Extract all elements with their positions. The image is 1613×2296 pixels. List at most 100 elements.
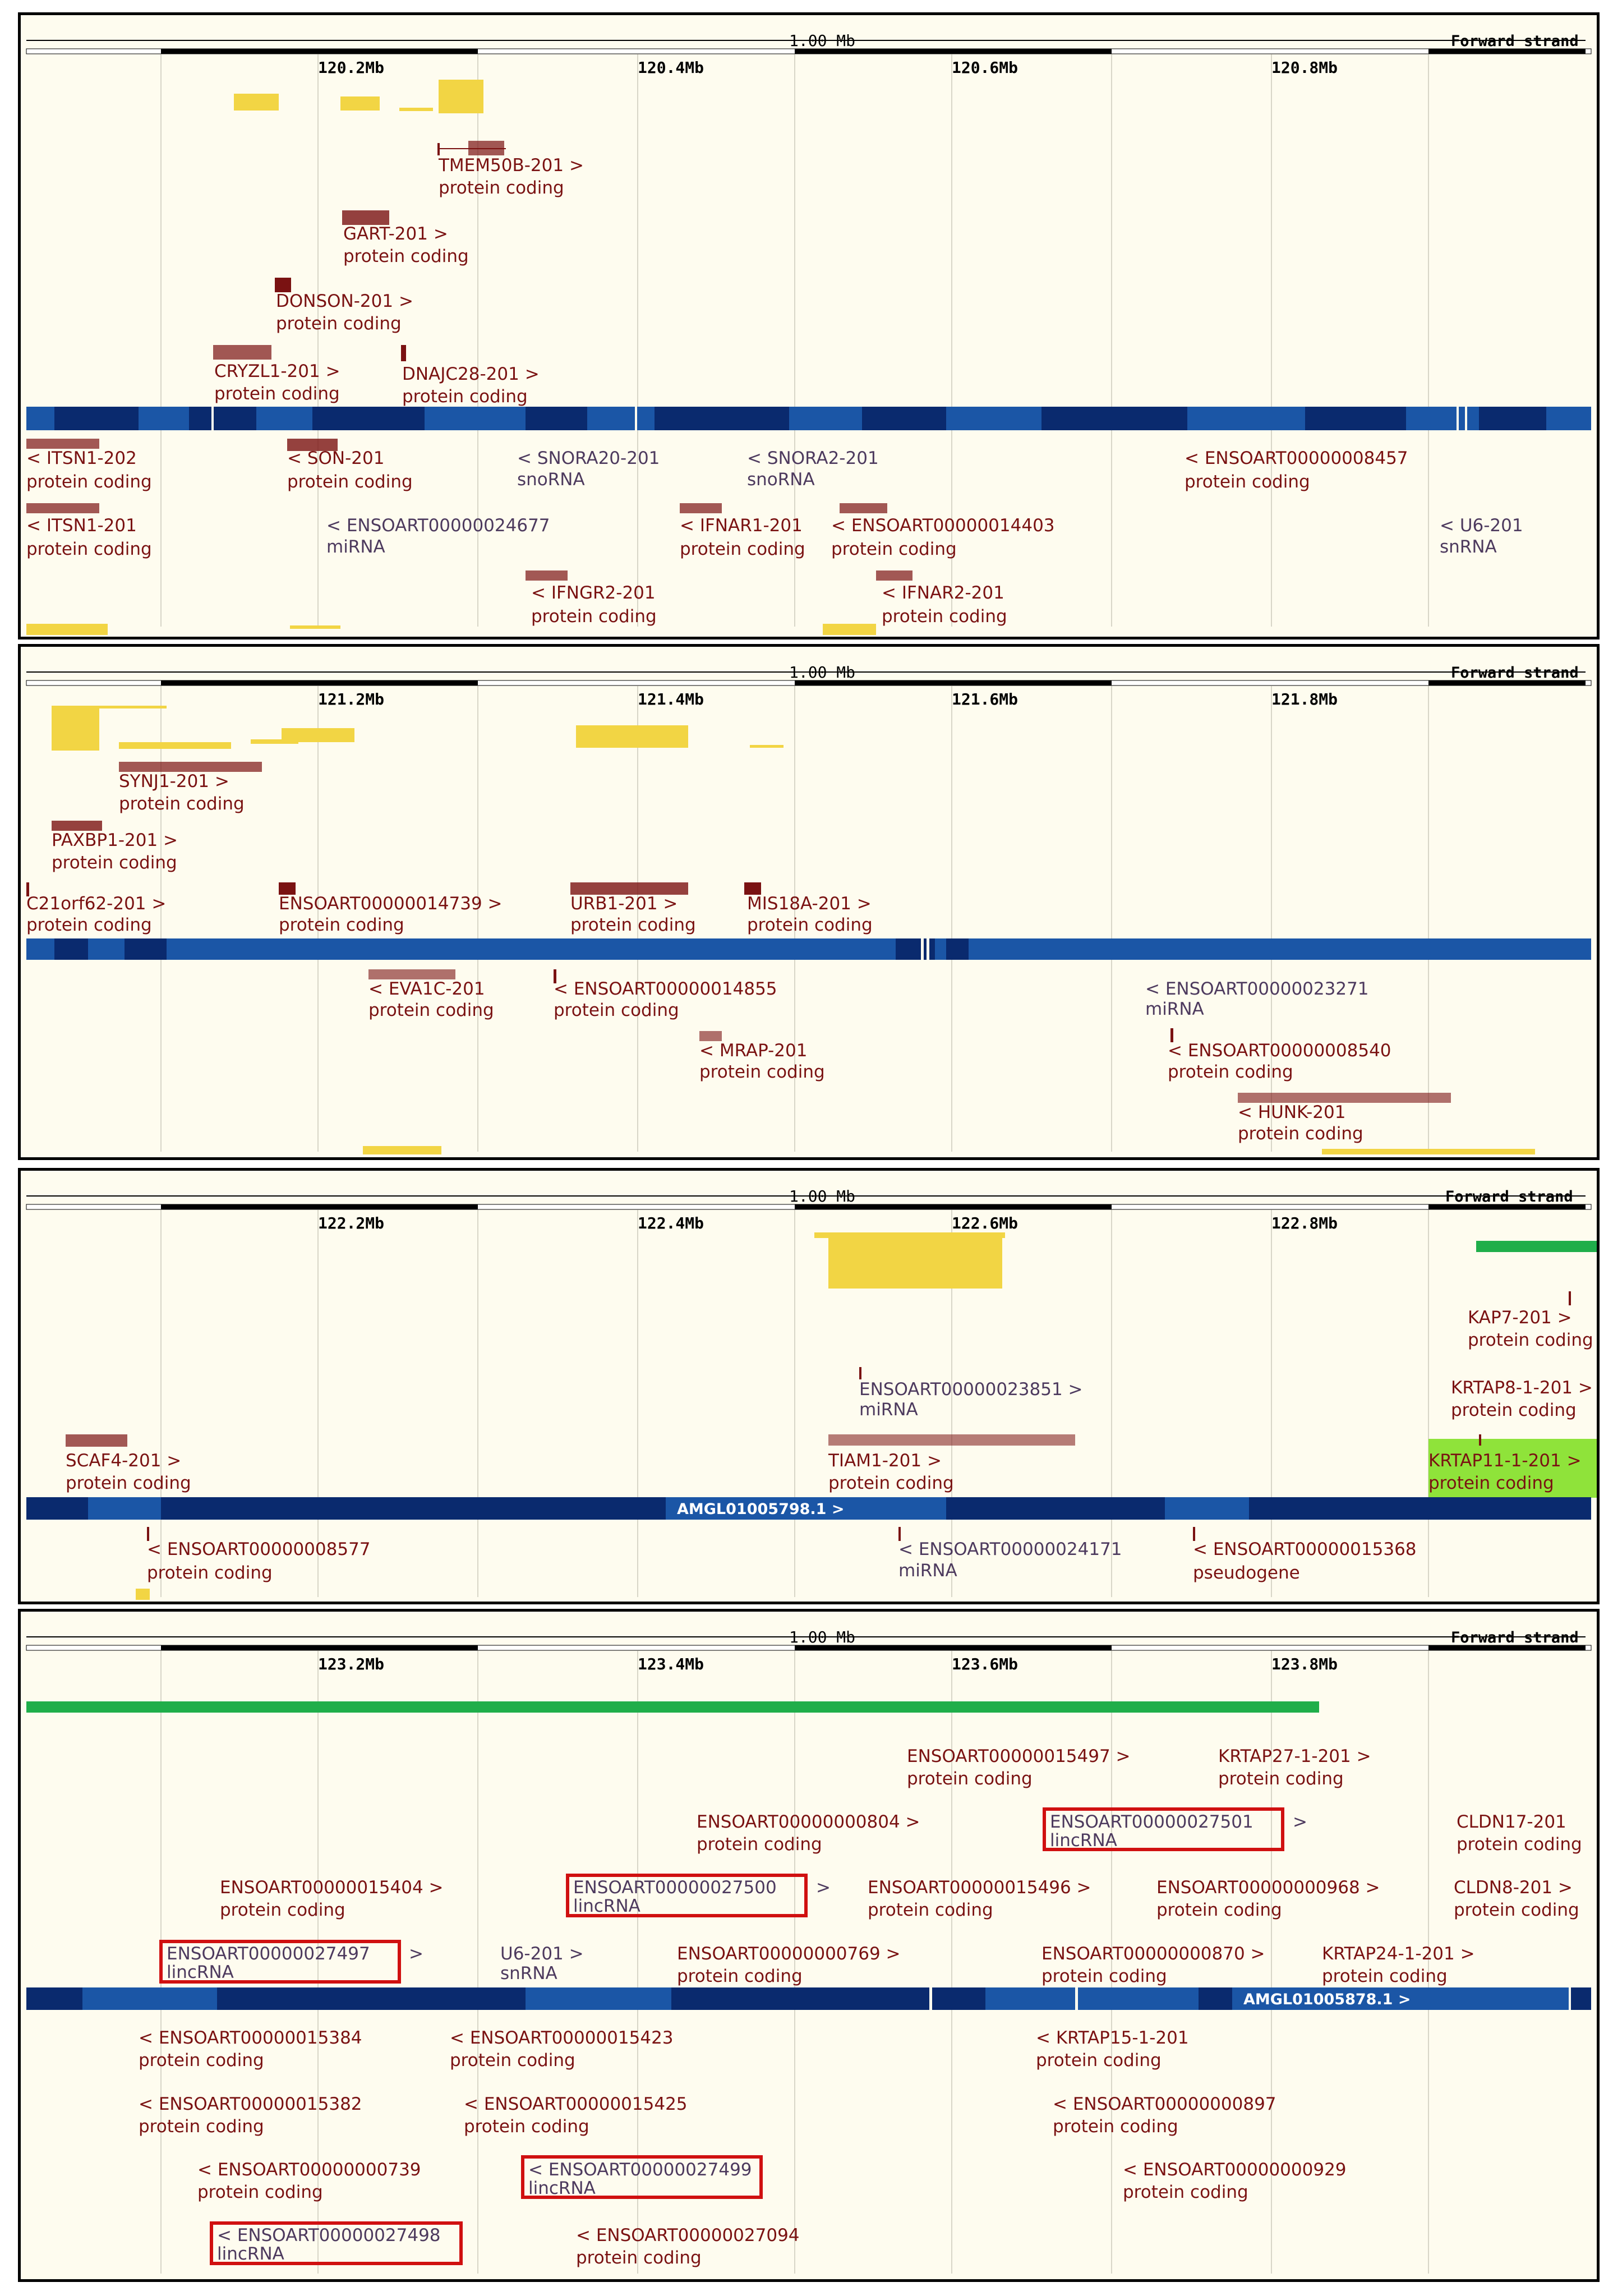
gene-label[interactable]: < ENSOART00000024677 <box>326 516 550 536</box>
gene-label[interactable]: < ENSOART00000000897 <box>1053 2094 1276 2114</box>
gene-type: miRNA <box>326 537 385 557</box>
gene-label[interactable]: CRYZL1-201 > <box>214 361 340 381</box>
gene-label[interactable]: < ITSN1-201 <box>26 516 137 536</box>
gene-label[interactable]: < SNORA2-201 <box>747 448 879 468</box>
highlight-box <box>1043 1807 1284 1851</box>
gene-label[interactable]: MIS18A-201 > <box>747 894 872 914</box>
gene-label[interactable]: < IFNAR2-201 <box>882 583 1004 603</box>
gene-label[interactable]: PAXBP1-201 > <box>52 830 178 850</box>
contig-bar <box>26 938 1591 960</box>
gene-label[interactable]: SCAF4-201 > <box>66 1451 181 1471</box>
gene-label[interactable]: ENSOART00000023851 > <box>859 1379 1083 1400</box>
gene-type: protein coding <box>1185 472 1310 492</box>
gene-type: protein coding <box>1036 2050 1162 2070</box>
gene-type: protein coding <box>402 386 528 407</box>
gene-label[interactable]: URB1-201 > <box>570 894 678 914</box>
gene-label[interactable]: KRTAP8-1-201 > <box>1451 1378 1593 1398</box>
gene-label[interactable]: DNAJC28-201 > <box>402 364 540 384</box>
gene-label[interactable]: CLDN17-201 <box>1457 1812 1566 1832</box>
tick-label: 121.6Mb <box>952 690 1018 708</box>
gene-label[interactable]: < ENSOART00000008540 <box>1168 1041 1391 1061</box>
gene-label[interactable]: < ENSOART00000024171 <box>898 1539 1122 1559</box>
strand-label: Forward strand <box>1451 664 1579 682</box>
gene-label[interactable]: < EVA1C-201 <box>368 979 485 999</box>
gene-type: lincRNA <box>573 1896 640 1916</box>
gene-label[interactable]: < ENSOART00000015425 <box>464 2094 688 2114</box>
gene-label[interactable]: < IFNGR2-201 <box>531 583 656 603</box>
gene-type: protein coding <box>119 794 245 814</box>
gene-type: protein coding <box>368 1000 494 1020</box>
gene-label[interactable]: ENSOART00000014739 > <box>279 894 503 914</box>
gene-label[interactable]: SYNJ1-201 > <box>119 771 229 792</box>
gene-label[interactable]: < MRAP-201 <box>699 1041 807 1061</box>
gene-label[interactable]: < ENSOART00000000929 <box>1123 2160 1347 2180</box>
gene-label[interactable]: KAP7-201 > <box>1468 1308 1572 1328</box>
gene-label[interactable]: C21orf62-201 > <box>26 894 166 914</box>
gene-label[interactable]: < KRTAP15-1-201 <box>1036 2028 1189 2048</box>
gene-label[interactable]: < ENSOART00000027499 <box>528 2160 752 2180</box>
gene-label[interactable]: < ITSN1-202 <box>26 448 137 468</box>
gene-label[interactable]: < ENSOART00000023271 <box>1145 979 1369 999</box>
gene-label[interactable]: ENSOART00000027497 <box>167 1944 370 1964</box>
gene-label[interactable]: ENSOART00000027501 <box>1050 1812 1253 1832</box>
gene-label[interactable]: < ENSOART00000014855 <box>554 979 777 999</box>
gene-label[interactable]: < ENSOART00000027094 <box>576 2225 800 2246</box>
gene-type: protein coding <box>197 2182 323 2202</box>
gene-label[interactable]: ENSOART00000015497 > <box>907 1746 1131 1766</box>
gene-type: protein coding <box>147 1563 273 1583</box>
gene-label[interactable]: < ENSOART00000015382 <box>139 2094 362 2114</box>
gene-label[interactable]: < ENSOART00000014403 <box>831 516 1055 536</box>
gene-type: protein coding <box>1168 1062 1293 1082</box>
gene-type: protein coding <box>570 915 696 935</box>
highlight-box <box>521 2155 763 2199</box>
gene-label[interactable]: DONSON-201 > <box>276 291 413 311</box>
gene-label[interactable]: GART-201 > <box>343 224 448 244</box>
gene-type: lincRNA <box>1050 1830 1117 1851</box>
gene-label[interactable]: ENSOART00000015496 > <box>868 1878 1091 1898</box>
gene-label[interactable]: < ENSOART00000015368 <box>1193 1539 1417 1559</box>
gene-label[interactable]: < U6-201 <box>1440 516 1523 536</box>
gene-type: protein coding <box>1041 1966 1167 1986</box>
tick-label: 123.6Mb <box>952 1655 1018 1673</box>
gene-label[interactable]: KRTAP11-1-201 > <box>1428 1451 1582 1471</box>
gene-label[interactable]: < ENSOART00000015423 <box>450 2028 674 2048</box>
gene-label[interactable]: ENSOART00000015404 > <box>220 1878 444 1898</box>
gene-label[interactable]: ENSOART00000000870 > <box>1041 1944 1265 1964</box>
gene-label[interactable]: < ENSOART00000015384 <box>139 2028 362 2048</box>
gene-label[interactable]: KRTAP27-1-201 > <box>1218 1746 1371 1766</box>
gene-label[interactable]: < SNORA20-201 <box>517 448 660 468</box>
gene-type: protein coding <box>1218 1769 1344 1789</box>
panel-3: 1.00 Mb Forward strand 122.2Mb 122.4Mb 1… <box>18 1168 1600 1604</box>
tick-label: 121.8Mb <box>1271 690 1338 708</box>
gene-label[interactable]: < ENSOART00000000739 <box>197 2160 421 2180</box>
gene-label[interactable]: ENSOART00000027500 <box>573 1878 777 1898</box>
panel-4: 1.00 Mb Forward strand 123.2Mb 123.4Mb 1… <box>18 1609 1600 2282</box>
gene-type: snRNA <box>1440 537 1497 557</box>
strand-label: Forward strand <box>1445 1188 1573 1205</box>
gene-label[interactable]: TMEM50B-201 > <box>438 155 584 176</box>
gene-type: lincRNA <box>528 2178 596 2198</box>
gene-label[interactable]: < ENSOART00000008457 <box>1185 448 1408 468</box>
gene-label[interactable]: ENSOART00000000804 > <box>697 1812 920 1832</box>
gene-label[interactable]: U6-201 > <box>500 1944 584 1964</box>
gene-label[interactable]: < SON-201 <box>287 448 384 468</box>
tick-label: 120.6Mb <box>952 58 1018 77</box>
gene-suffix: > <box>816 1878 831 1898</box>
gene-label[interactable]: < ENSOART00000027498 <box>217 2225 441 2246</box>
gene-label[interactable]: < ENSOART00000008577 <box>147 1539 371 1559</box>
gene-label[interactable]: TIAM1-201 > <box>828 1451 942 1471</box>
gene-label[interactable]: CLDN8-201 > <box>1454 1878 1573 1898</box>
tick-label: 120.2Mb <box>318 58 384 77</box>
gene-label[interactable]: < IFNAR1-201 <box>680 516 803 536</box>
gene-type: snRNA <box>500 1963 557 1984</box>
gene-label[interactable]: < HUNK-201 <box>1238 1102 1345 1122</box>
gene-label[interactable]: KRTAP24-1-201 > <box>1322 1944 1475 1964</box>
gene-type: protein coding <box>26 472 152 492</box>
gene-type: protein coding <box>450 2050 575 2070</box>
gene-label[interactable]: ENSOART00000000769 > <box>677 1944 901 1964</box>
tick-label: 123.8Mb <box>1271 1655 1338 1673</box>
tick-label: 123.4Mb <box>638 1655 704 1673</box>
gene-label[interactable]: ENSOART00000000968 > <box>1156 1878 1380 1898</box>
strand-label: Forward strand <box>1451 1629 1579 1646</box>
gene-type: protein coding <box>1156 1900 1282 1920</box>
